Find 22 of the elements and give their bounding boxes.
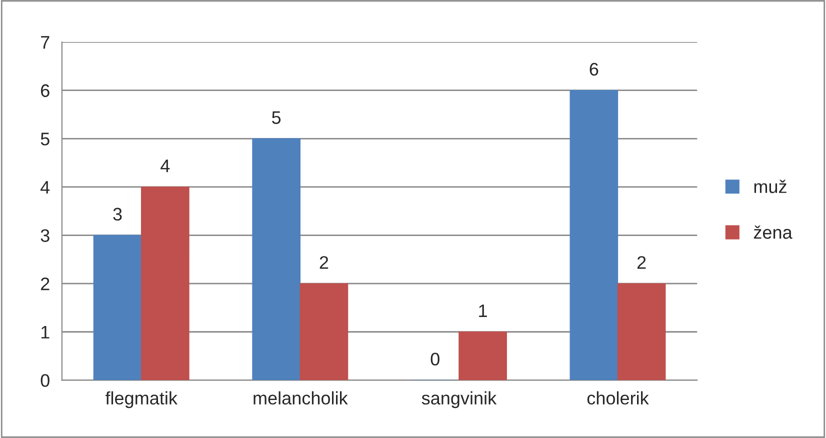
x-tick-label: melancholik xyxy=(254,391,348,405)
x-tick-label: sangvinik xyxy=(422,391,497,408)
legend-label: žena xyxy=(754,226,792,239)
y-tick-label: 5 xyxy=(40,132,50,146)
data-label: 2 xyxy=(320,256,328,269)
legend-label: muž xyxy=(754,180,786,194)
data-label: 6 xyxy=(590,62,598,76)
data-label: 0 xyxy=(430,352,440,366)
y-tick-label: 1 xyxy=(41,326,50,338)
data-label: 5 xyxy=(272,111,281,124)
x-tick-label: cholerik xyxy=(587,391,649,405)
data-label: 1 xyxy=(479,304,487,318)
y-tick-label: 0 xyxy=(40,374,50,387)
data-label: 4 xyxy=(160,160,170,172)
y-tick-label: 7 xyxy=(41,36,50,49)
data-label: 3 xyxy=(113,208,122,221)
y-tick-label: 3 xyxy=(40,229,50,242)
y-tick-label: 2 xyxy=(41,278,50,290)
data-label: 2 xyxy=(637,256,646,269)
y-tick-label: 4 xyxy=(40,181,50,194)
y-tick-label: 6 xyxy=(41,84,50,98)
x-tick-label: flegmatik xyxy=(105,391,178,408)
